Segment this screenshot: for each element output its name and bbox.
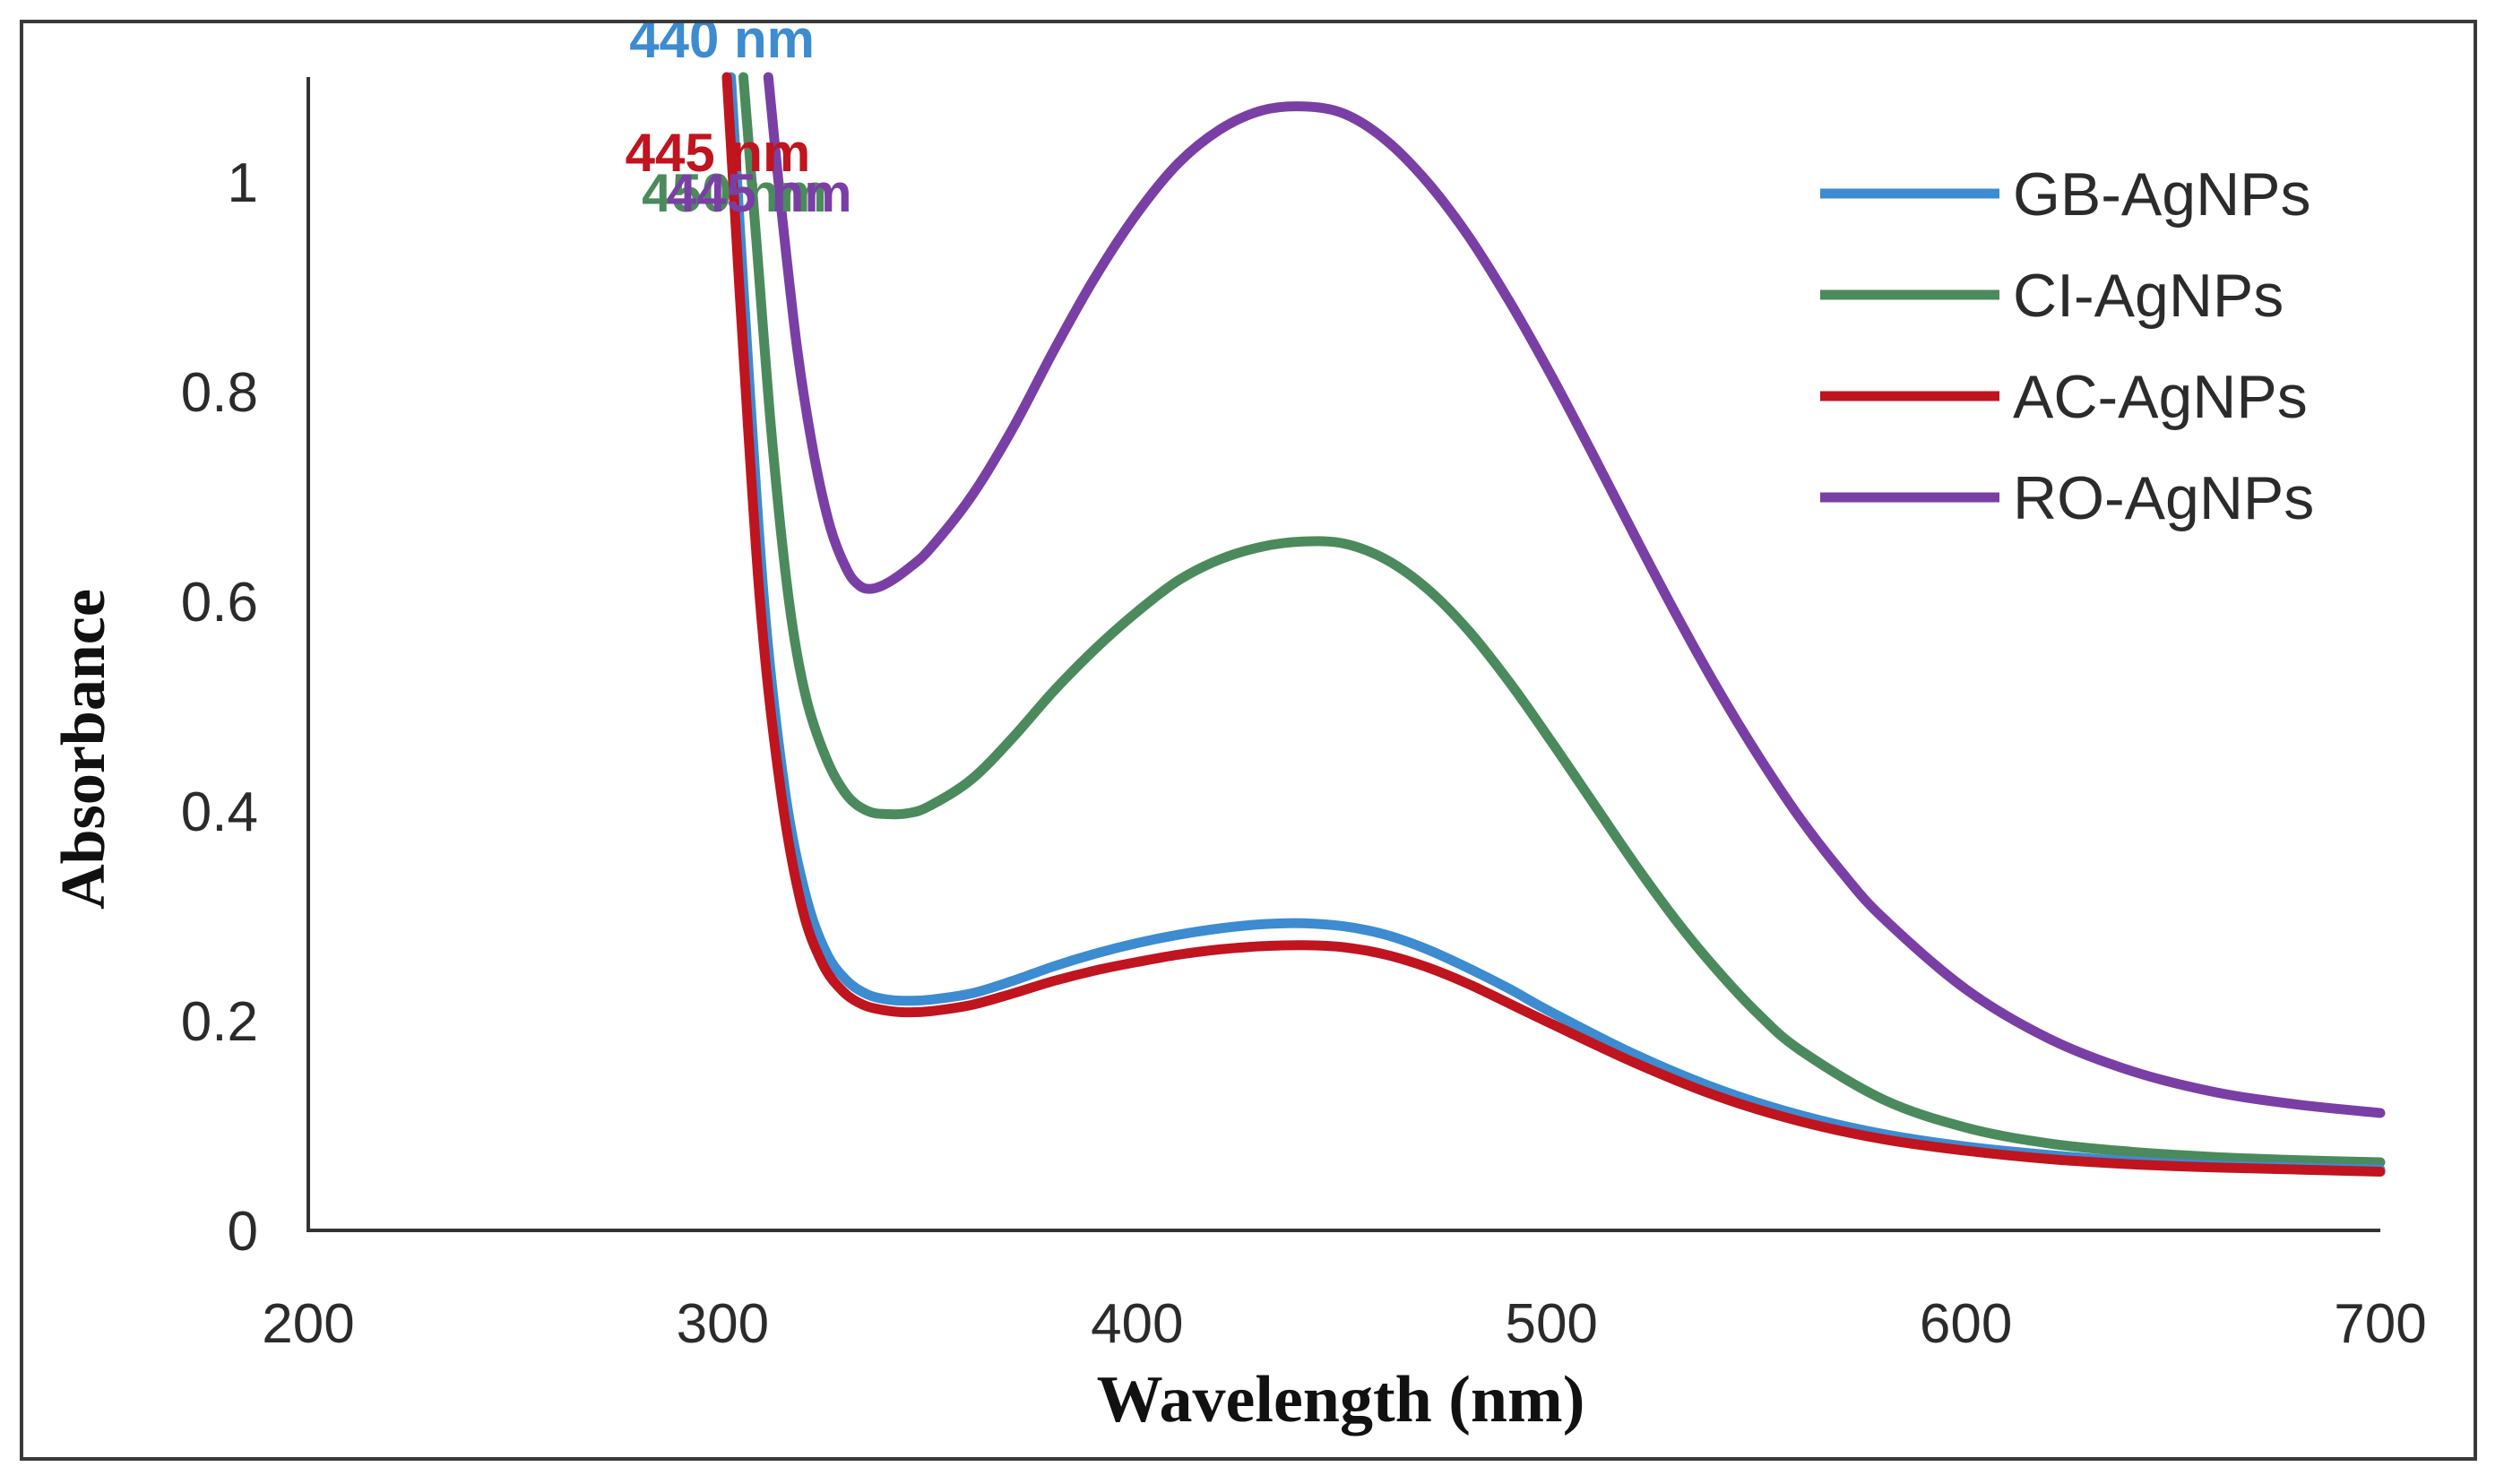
axes [307, 77, 2380, 1232]
x-axis-title: Wavelength (nm) [1097, 1363, 1585, 1437]
x-tick-label: 500 [1505, 1293, 1597, 1355]
y-tick-label: 0.6 [181, 572, 258, 634]
y-tick-label: 0.4 [181, 781, 258, 843]
y-tick-labels: 0 0.2 0.4 0.6 0.8 1 [181, 152, 258, 1263]
x-tick-labels: 200 300 400 500 600 700 [262, 1293, 2426, 1355]
peak-label-ac-agnps: 445 nm [626, 123, 811, 183]
x-tick-label: 300 [677, 1293, 769, 1355]
x-tick-label: 600 [1920, 1293, 2012, 1355]
peak-label-ro-agnps: 445 nm [667, 163, 852, 223]
y-axis-title: Absorbance [49, 589, 118, 910]
legend-label-ro-agnps: RO-AgNPs [2013, 464, 2314, 532]
y-tick-label: 0 [228, 1201, 258, 1263]
legend-label-gb-agnps: GB-AgNPs [2013, 160, 2311, 229]
x-tick-label: 700 [2334, 1293, 2426, 1355]
y-tick-label: 1 [228, 152, 258, 214]
peak-label-gb-agnps: 440 nm [629, 23, 815, 69]
series-lines [721, 72, 2386, 1177]
chart-frame: 200 300 400 500 600 700 0 0.2 0.4 0.6 0.8 1 440 nm… [20, 20, 2477, 1461]
chart-canvas: 200 300 400 500 600 700 0 0.2 0.4 0.6 0.8 1 440 nm… [49, 23, 2427, 1437]
legend-label-ac-agnps: AC-AgNPs [2013, 363, 2308, 431]
peak-label-ci-agnps: 450 nm [642, 163, 827, 223]
series-line-ci-agnps [738, 72, 2386, 1168]
series-line-ac-agnps [721, 72, 2386, 1177]
y-tick-label: 0.8 [181, 362, 258, 424]
x-tick-label: 200 [262, 1293, 354, 1355]
series-line-ro-agnps [763, 72, 2386, 1118]
x-tick-label: 400 [1091, 1293, 1183, 1355]
legend: GB-AgNPs CI-AgNPs AC-AgNPs RO-AgNPs [1820, 160, 2314, 532]
y-tick-label: 0.2 [181, 991, 258, 1053]
legend-label-ci-agnps: CI-AgNPs [2013, 262, 2284, 330]
